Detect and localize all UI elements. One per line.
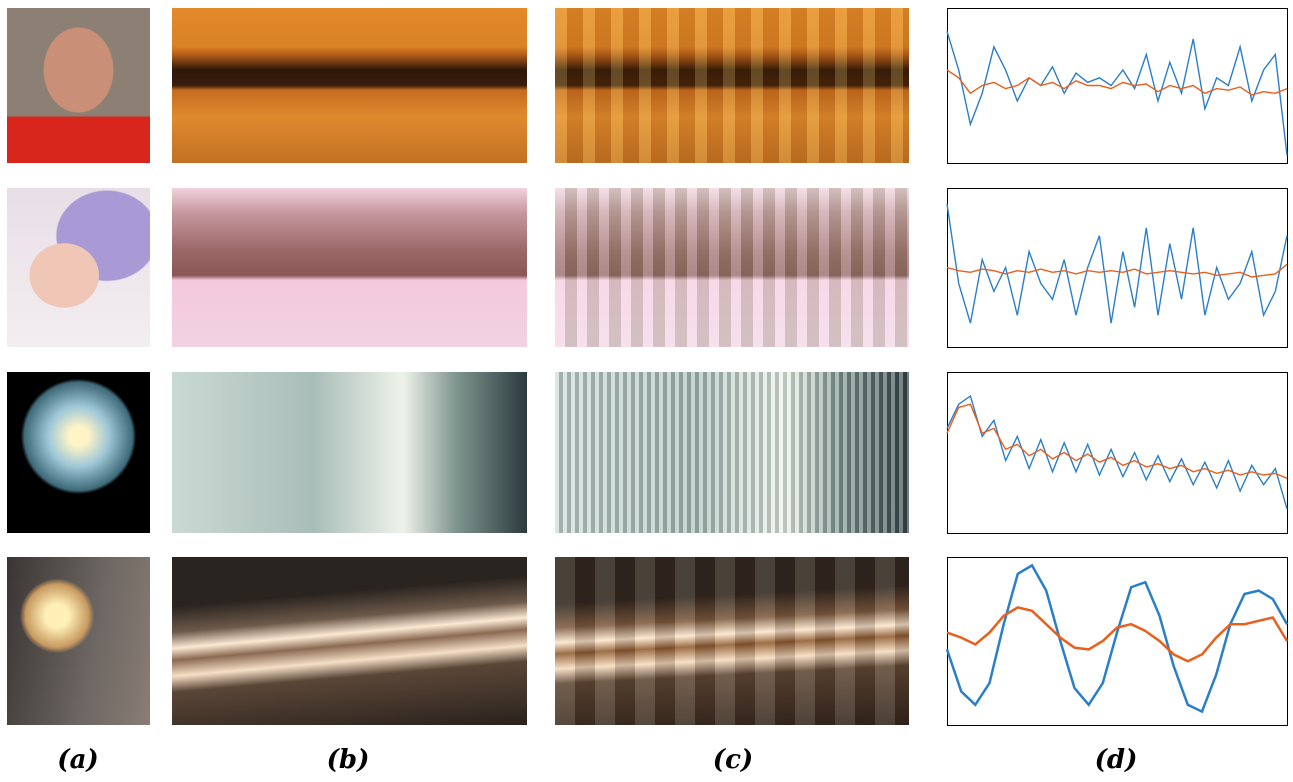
panel-label: (b) (327, 745, 370, 775)
figure: (a) (b) (c) (d) (0, 0, 1293, 782)
panel-label: (c) (713, 745, 753, 775)
panel-label: (a) (57, 745, 98, 775)
signal-plots (0, 0, 1293, 782)
plot-frame (948, 189, 1288, 348)
plot-frame (948, 373, 1288, 534)
panel-label: (d) (1095, 745, 1138, 775)
